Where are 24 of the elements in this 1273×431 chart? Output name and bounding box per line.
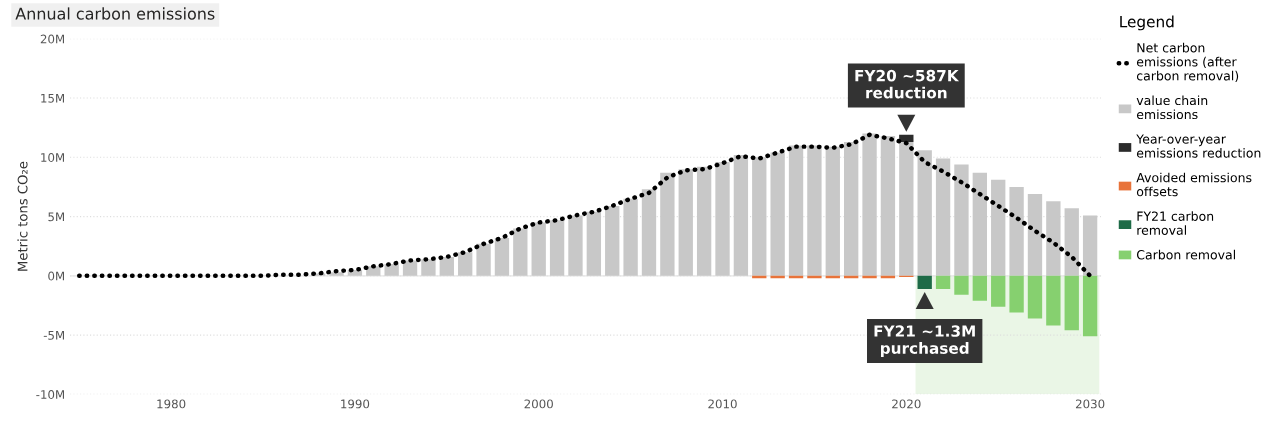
legend-label: Net carbon emissions (after carbon removal) <box>1136 42 1239 82</box>
y-tick-label: 5M <box>48 212 64 222</box>
x-tick-label: 2000 <box>524 399 553 409</box>
legend-label: Carbon removal <box>1136 249 1235 260</box>
legend-label: FY21 carbon removal <box>1137 211 1214 235</box>
x-tick-label: 2010 <box>708 399 737 409</box>
y-tick-label: 20M <box>40 34 64 44</box>
x-tick-label: 2020 <box>892 399 921 409</box>
legend-title: Legend <box>1120 15 1174 31</box>
legend-label: value chain emissions <box>1136 95 1208 120</box>
y-tick-label: 10M <box>41 153 64 162</box>
annotation: FY21 ~1.3M purchased <box>874 325 975 357</box>
legend-label: Avoided emissions offsets <box>1136 172 1252 197</box>
y-tick-label: 15M <box>41 93 64 103</box>
y-tick-label: -5M <box>43 330 64 340</box>
y-axis-title: Metric tons CO₂e <box>17 161 28 271</box>
x-tick-label: 1990 <box>341 399 370 409</box>
y-tick-label: -10M <box>36 390 64 400</box>
y-tick-label: 0M <box>48 271 64 281</box>
chart-title: Annual carbon emissions <box>15 7 215 20</box>
annotation: FY20 ~587K reduction <box>855 69 960 99</box>
legend-label: Year-over-year emissions reduction <box>1136 134 1261 158</box>
x-tick-label: 1980 <box>157 399 186 409</box>
x-tick-label: 2030 <box>1075 399 1105 409</box>
